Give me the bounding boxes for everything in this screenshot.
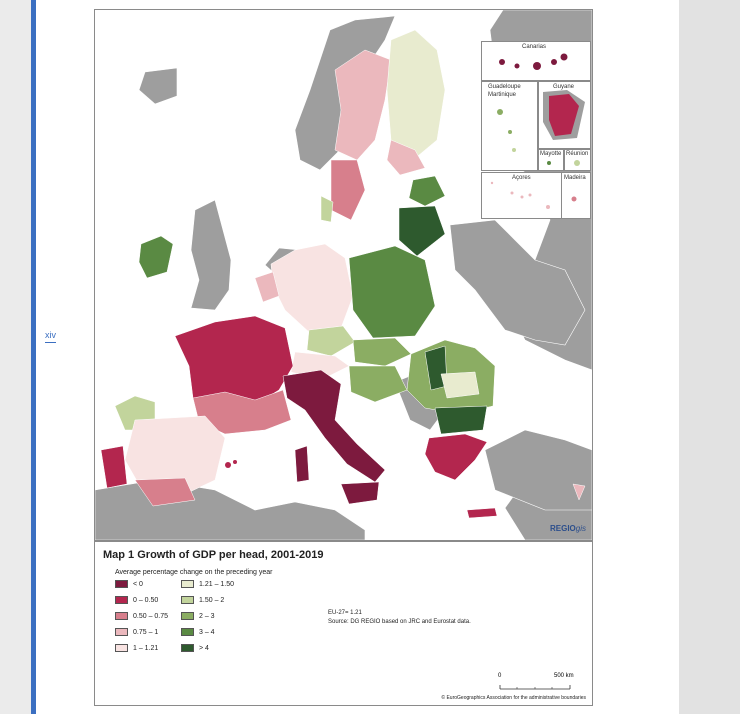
islands [225,460,237,468]
region-poland [348,245,436,339]
scale-start-label: 0 [498,673,502,679]
legend-item: 0 – 0.50 [115,596,158,606]
region-slovakia [352,337,412,367]
turkey-region [484,429,592,511]
region-cyprus [572,483,586,501]
region-sardinia [294,445,310,483]
left-accent-bar [31,0,36,714]
region-denmark [320,195,334,223]
scale-end-label: 500 km [554,673,574,679]
inset-label-mayotte: Mayotte [540,151,562,157]
scale-bar-graphic [499,685,571,690]
legend-item: 1.21 – 1.50 [181,580,234,590]
region-andalucia [134,477,196,507]
region-benelux [254,271,280,303]
inset-mayotte: Mayotte [538,149,564,171]
inset-reunion: Réunion [564,149,591,171]
legend-item: < 0 [115,580,143,590]
inset-madeira: Madeira [561,172,591,219]
belarus-ukraine-region [449,219,586,346]
iceland [138,67,178,105]
region-bucuresti-area [440,371,480,399]
page-number[interactable]: xiv [45,330,56,343]
island-baleares [225,462,231,468]
eu-regions [100,29,586,519]
great-britain [190,199,232,311]
inset-label-canarias: Canarias [522,44,547,50]
inset-guadeloupe-martinique: Guadeloupe Martinique [481,81,538,171]
region-greece [424,433,488,481]
inset-acores: Açores [481,172,563,219]
island-menorca [233,460,237,464]
region-bulgaria [434,405,488,435]
legend-item: 0.75 – 1 [115,628,158,638]
legend-panel: Map 1 Growth of GDP per head, 2001-2019 … [94,541,593,706]
regiogis-logo: REGIOgis [549,524,586,533]
region-crete [466,507,498,519]
inset-guyane: Guyane [538,81,591,149]
inset-label-guyane: Guyane [553,84,575,90]
region-hungary [348,365,408,403]
region-germany [270,243,354,333]
region-sweden-south [330,159,366,221]
region-portugal-north [100,445,128,489]
region-czechia [306,325,356,357]
legend-subtitle: Average percentage change on the precedi… [115,569,273,576]
source-note: Source: DG REGIO based on JRC and Eurost… [328,619,471,625]
legend-item: 1.50 – 2 [181,596,224,606]
legend-item: 3 – 4 [181,628,215,638]
north-africa [95,479,366,540]
map-title: Map 1 Growth of GDP per head, 2001-2019 [103,549,324,561]
region-spain-central [124,415,226,497]
region-estonia [408,175,446,207]
copyright-note: © EuroGeographics Association for the ad… [441,695,586,701]
legend-item: 2 – 3 [181,612,215,622]
region-sicily [340,481,380,505]
region-lithuania [398,205,446,257]
eu-average-note: EU-27= 1.21 [328,610,362,616]
inset-label-reunion: Réunion [566,151,589,157]
inset-label-acores: Açores [512,175,531,181]
viewer-background [679,0,740,714]
region-france-north [174,315,294,417]
legend-item: 1 – 1.21 [115,644,158,654]
inset-label-guadeloupe: Guadeloupe [488,84,521,90]
legend-item: 0.50 – 0.75 [115,612,168,622]
inset-canarias: Canarias [481,41,591,81]
inset-label-martinique: Martinique [488,92,517,98]
europe-map [95,10,592,540]
scale-bar: 0 500 km [498,673,578,693]
region-finland-south [386,139,426,176]
region-finland [386,29,446,161]
map-frame: Canarias Guadeloupe Martinique Guyane Ma… [94,9,593,541]
region-ireland [138,235,174,279]
region-italy [282,369,386,483]
region-sweden-north [334,49,392,161]
legend-item: > 4 [181,644,209,654]
inset-label-madeira: Madeira [564,175,586,181]
